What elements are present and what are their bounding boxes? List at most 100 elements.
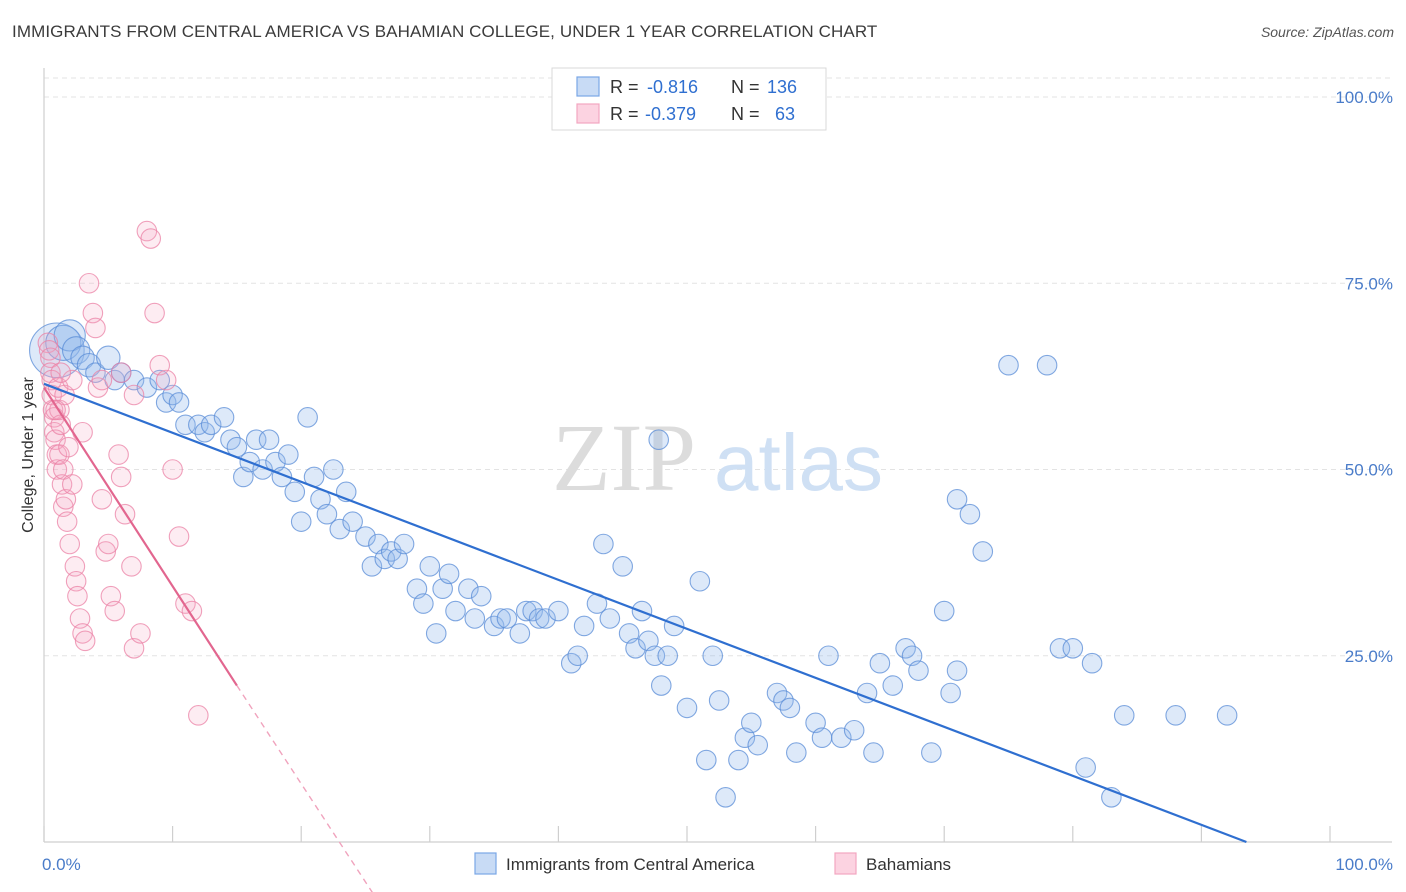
legend-label-bahamians: Bahamians <box>866 855 951 874</box>
source-credit: Source: ZipAtlas.com <box>1260 24 1394 40</box>
central-america-point-105 <box>882 675 904 696</box>
central-america-point-113 <box>998 354 1019 376</box>
y-tick-labels: 25.0% 50.0% 75.0% 100.0% <box>1335 88 1393 666</box>
central-america-point-92 <box>747 734 769 756</box>
legend-swatch-pink <box>576 103 600 124</box>
bahamians-point-39 <box>110 466 132 488</box>
bahamians-point-35 <box>95 541 117 562</box>
central-america-point-65 <box>535 608 556 629</box>
legend-n-value-2: 63 <box>775 104 795 124</box>
bahamians-point-50 <box>168 526 190 547</box>
watermark: ZIP atlas <box>552 404 883 511</box>
central-america-point-10 <box>123 369 145 391</box>
central-america-point-101 <box>843 719 865 741</box>
bahamians-point-53 <box>188 705 209 726</box>
bahamians-point-1 <box>38 339 60 361</box>
central-america-point-112 <box>946 660 968 681</box>
bahamians-point-24 <box>64 556 86 577</box>
central-america-point-124 <box>1165 705 1186 726</box>
central-america-point-4 <box>70 345 95 370</box>
y-tick-label-3: 100.0% <box>1335 88 1393 107</box>
bahamians-point-21 <box>56 511 78 532</box>
central-america-point-98 <box>811 727 833 749</box>
bahamians-point-41 <box>121 556 142 577</box>
chart-title: IMMIGRANTS FROM CENTRAL AMERICA VS BAHAM… <box>12 22 878 41</box>
central-america-point-47 <box>393 533 415 555</box>
bahamians-point-60 <box>110 362 132 383</box>
central-america-point-56 <box>464 608 486 629</box>
central-america-point-53 <box>438 563 460 585</box>
central-america-point-19 <box>200 414 222 436</box>
correlation-legend: R = -0.816 N = 136 R = -0.379 N = 63 <box>551 67 827 131</box>
central-america-point-99 <box>818 645 839 667</box>
central-america-point-27 <box>258 429 280 451</box>
bahamians-point-36 <box>98 533 119 555</box>
central-america-point-42 <box>361 556 383 577</box>
series-central-america <box>29 319 1238 808</box>
central-america-point-85 <box>695 749 717 771</box>
central-america-point-119 <box>1062 637 1084 659</box>
bahamians-point-29 <box>74 630 96 652</box>
central-america-point-121 <box>1081 652 1103 674</box>
legend-r-label-2: R = <box>610 104 639 124</box>
central-america-point-49 <box>413 593 434 614</box>
central-america-point-114 <box>1036 354 1058 376</box>
central-america-point-41 <box>355 526 376 547</box>
central-america-point-75 <box>625 637 646 659</box>
bahamians-point-43 <box>130 623 151 644</box>
central-america-point-115 <box>959 503 981 525</box>
series-bahamians <box>37 220 209 726</box>
bahamians-point-46 <box>144 302 165 324</box>
central-america-point-68 <box>567 645 588 667</box>
central-america-point-79 <box>650 675 672 696</box>
legend-r-value-1: -0.816 <box>647 77 698 97</box>
bahamians-point-45 <box>140 228 162 249</box>
bahamians-point-38 <box>104 600 126 622</box>
central-america-point-59 <box>490 608 511 629</box>
central-america-point-95 <box>779 697 801 719</box>
bahamians-point-55 <box>61 474 83 495</box>
y-tick-label-2: 75.0% <box>1345 274 1393 293</box>
central-america-point-37 <box>323 459 344 480</box>
central-america-point-104 <box>869 652 891 674</box>
bahamians-point-28 <box>72 623 93 644</box>
bahamians-point-34 <box>91 488 113 510</box>
bahamians-point-58 <box>72 421 93 443</box>
central-america-point-51 <box>425 623 447 644</box>
bahamians-point-22 <box>59 533 81 555</box>
trend-line-bahamians-extension <box>236 685 373 892</box>
bahamians-point-30 <box>78 272 100 294</box>
central-america-point-80 <box>657 645 679 667</box>
series-legend: Immigrants from Central America Bahamian… <box>474 852 951 875</box>
trend-line-bahamians <box>43 386 238 687</box>
bahamians-point-17 <box>52 459 74 480</box>
central-america-point-64 <box>528 608 550 629</box>
watermark-zip: ZIP <box>552 404 696 511</box>
central-america-point-38 <box>329 518 351 540</box>
bahamians-point-59 <box>91 369 113 391</box>
watermark-atlas: atlas <box>714 418 883 507</box>
central-america-point-30 <box>278 444 299 465</box>
x-tick-labels: 0.0% 100.0% <box>42 855 1393 874</box>
bahamians-point-52 <box>181 600 203 622</box>
central-america-point-100 <box>831 727 852 749</box>
central-america-point-87 <box>708 690 730 711</box>
central-america-point-73 <box>612 556 634 577</box>
central-america-point-54 <box>445 600 466 622</box>
central-america-point-66 <box>548 600 569 622</box>
central-america-point-3 <box>61 336 91 365</box>
central-america-point-7 <box>96 345 121 370</box>
central-america-point-11 <box>136 377 158 398</box>
bahamians-point-25 <box>65 570 87 592</box>
central-america-point-12 <box>149 369 171 391</box>
bahamians-point-23 <box>61 369 83 391</box>
central-america-point-31 <box>284 481 306 503</box>
central-america-point-62 <box>515 600 537 622</box>
x-tick-label-1: 100.0% <box>1335 855 1393 874</box>
central-america-point-120 <box>1075 757 1096 778</box>
y-tick-label-0: 25.0% <box>1345 647 1393 666</box>
legend-swatch-bahamians <box>834 852 857 875</box>
central-america-point-83 <box>676 697 698 719</box>
central-america-point-32 <box>290 511 312 532</box>
